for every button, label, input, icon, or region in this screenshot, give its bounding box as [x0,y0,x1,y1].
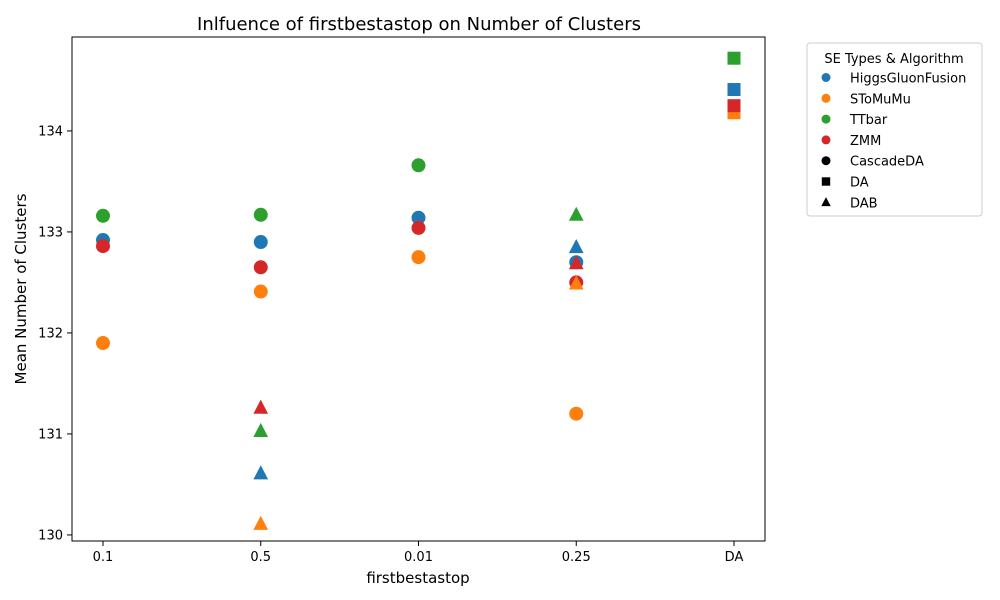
data-point-circle [253,235,268,250]
data-point-triangle [568,255,584,270]
data-point-circle [569,406,584,421]
legend-label: CascadeDA [850,155,924,170]
y-tick-label: 134 [38,124,63,139]
data-point-circle [411,210,426,225]
legend-marker [821,93,831,103]
y-axis: 130 131 132 133 134 [38,124,72,543]
x-axis-label: firstbestastop [366,569,469,587]
data-point-circle [96,239,110,254]
plot-area [71,36,766,542]
data-points [96,51,741,530]
x-axis: 0.1 0.5 0.01 0.25 DA [93,541,744,565]
legend-marker [821,135,831,145]
data-point-triangle [568,275,584,290]
data-point-circle [96,336,110,351]
data-point-circle [411,250,426,265]
legend-label: ZMM [850,134,881,149]
chart-title: Inlfuence of firstbestastop on Number of… [197,14,641,35]
y-tick-label: 132 [38,326,63,341]
legend-label: TTbar [849,113,888,128]
legend-title: SE Types & Algorithm [824,52,963,67]
x-tick-label: 0.25 [562,550,591,565]
data-point-circle [253,284,268,299]
y-tick-label: 131 [38,427,63,442]
data-point-triangle [253,515,269,530]
data-point-triangle [253,422,269,437]
y-tick-label: 133 [38,225,63,240]
data-point-square [727,83,741,97]
legend-items: HiggsGluonFusion SToMuMu TTbar ZMM CascadeDA… [821,72,966,211]
x-tick-label: DA [725,550,744,565]
data-point-triangle [253,465,269,480]
legend-marker [821,114,831,124]
data-point-circle [253,260,268,275]
x-tick-label: 0.5 [250,550,271,565]
data-point-circle [411,220,426,235]
data-point-triangle [253,399,269,414]
data-point-circle [253,207,268,222]
legend-box [806,42,983,217]
data-point-square [727,51,741,65]
data-point-circle [411,158,426,173]
y-axis-label: Mean Number of Clusters [12,193,30,384]
data-point-triangle [568,206,584,221]
legend-label: DAB [850,196,878,211]
legend-marker [821,197,831,207]
x-tick-label: 0.1 [93,550,114,565]
legend-label: DA [850,176,869,191]
legend: SE Types & Algorithm HiggsGluonFusion STo… [806,42,983,217]
legend-label: SToMuMu [850,92,911,107]
data-point-triangle [568,239,584,254]
legend-label: HiggsGluonFusion [850,72,966,87]
legend-marker [821,156,831,166]
legend-marker [821,177,831,186]
y-tick-label: 130 [38,528,63,543]
data-point-circle [96,208,110,223]
data-point-square [727,99,741,113]
legend-marker [821,73,831,82]
x-tick-label: 0.01 [404,550,433,565]
